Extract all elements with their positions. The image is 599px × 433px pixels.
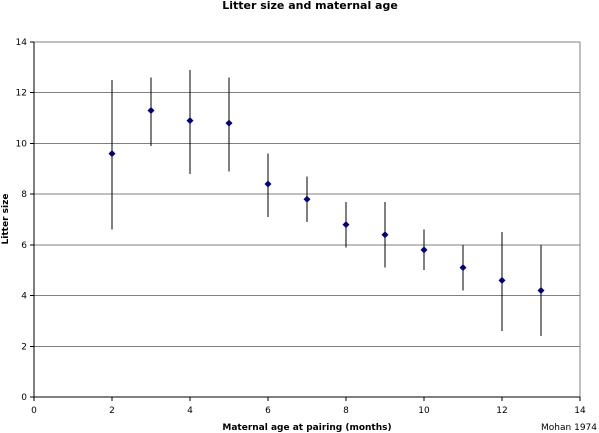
data-point [342, 221, 350, 229]
x-tick-label: 6 [265, 406, 271, 416]
x-tick-label: 14 [574, 406, 586, 416]
y-tick-label: 12 [16, 89, 27, 99]
data-points [108, 106, 545, 294]
grid [34, 41, 581, 397]
x-tick-label: 4 [187, 406, 193, 416]
y-tick-label: 10 [16, 139, 28, 149]
x-tick-label: 8 [343, 406, 349, 416]
axes [30, 41, 581, 401]
error-bars [111, 69, 542, 337]
y-axis-label: Litter size [1, 194, 11, 245]
x-tick-label: 0 [31, 406, 37, 416]
y-tick-label: 6 [21, 241, 27, 251]
data-point [420, 246, 428, 254]
data-point [225, 119, 233, 127]
x-tick-label: 10 [418, 406, 430, 416]
data-point [459, 264, 467, 272]
x-tick-label: 2 [109, 406, 115, 416]
x-axis-label: Maternal age at pairing (months) [222, 423, 391, 433]
y-tick-label: 8 [21, 190, 27, 200]
data-point [147, 106, 155, 114]
y-tick-label: 14 [16, 38, 28, 48]
data-point [264, 180, 272, 188]
data-point [381, 231, 389, 239]
x-tick-label: 12 [496, 406, 507, 416]
y-tick-label: 4 [21, 292, 27, 302]
data-point [186, 117, 194, 125]
data-point [498, 276, 506, 284]
x-tick-labels: 0 2 4 6 8 10 12 14 [31, 406, 586, 416]
data-point [108, 150, 116, 158]
credit-label: Mohan 1974 [541, 423, 597, 433]
chart-title: Litter size and maternal age [222, 0, 398, 12]
y-tick-label: 2 [21, 342, 27, 352]
y-tick-labels: 0 2 4 6 8 10 12 14 [16, 38, 28, 403]
data-point [303, 195, 311, 203]
y-tick-label: 0 [21, 393, 27, 403]
data-point [537, 287, 545, 294]
